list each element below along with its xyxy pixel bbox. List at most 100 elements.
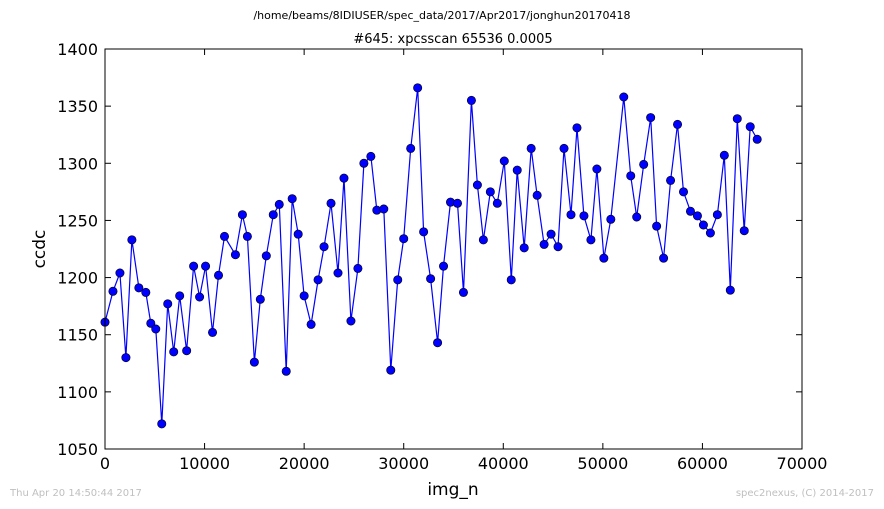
- data-point: [326, 198, 336, 208]
- x-tick-label: 0: [100, 454, 110, 473]
- data-point: [175, 291, 185, 301]
- data-point: [572, 123, 582, 133]
- data-point: [492, 198, 502, 208]
- data-point: [539, 239, 549, 249]
- data-point: [546, 229, 556, 239]
- data-point: [293, 229, 303, 239]
- y-tick-label: 1250: [57, 211, 98, 230]
- data-point: [586, 235, 596, 245]
- data-point: [646, 113, 656, 123]
- data-point: [439, 261, 449, 271]
- data-point: [141, 287, 151, 297]
- data-point: [359, 158, 369, 168]
- data-point: [406, 143, 416, 153]
- data-point: [287, 194, 297, 204]
- data-point: [719, 150, 729, 160]
- data-point: [281, 366, 291, 376]
- data-point: [512, 165, 522, 175]
- data-point: [413, 83, 423, 93]
- data-point: [659, 253, 669, 263]
- data-point: [346, 316, 356, 326]
- data-point: [452, 198, 462, 208]
- data-point: [127, 235, 137, 245]
- data-point: [673, 119, 683, 129]
- data-point: [121, 353, 131, 363]
- data-point: [208, 327, 218, 337]
- y-tick-label: 1400: [57, 40, 98, 59]
- data-point: [692, 211, 702, 221]
- data-point: [532, 190, 542, 200]
- timestamp-footer: Thu Apr 20 14:50:44 2017: [10, 488, 142, 499]
- data-point: [151, 324, 161, 334]
- y-axis-label: ccdc: [30, 230, 50, 269]
- data-point: [386, 365, 396, 375]
- data-point: [182, 346, 192, 356]
- x-tick-label: 60000: [677, 454, 728, 473]
- credit-footer: spec2nexus, (C) 2014-2017: [735, 488, 874, 499]
- data-point: [472, 180, 482, 190]
- data-point: [426, 274, 436, 284]
- data-point: [705, 228, 715, 238]
- chart-title: #645: xpcsscan 65536 0.0005: [353, 32, 552, 47]
- data-point: [249, 357, 259, 367]
- data-point: [379, 204, 389, 214]
- data-point: [313, 275, 323, 285]
- series-line: [104, 87, 758, 424]
- data-point: [366, 151, 376, 161]
- data-point: [566, 210, 576, 220]
- data-point: [485, 187, 495, 197]
- data-point: [553, 242, 563, 252]
- data-point: [274, 199, 284, 209]
- data-point: [219, 231, 229, 241]
- data-point: [134, 283, 144, 293]
- x-tick-label: 20000: [279, 454, 330, 473]
- data-point: [478, 235, 488, 245]
- data-point: [519, 243, 529, 253]
- data-point: [619, 92, 629, 102]
- data-point: [632, 212, 642, 222]
- data-point: [739, 226, 749, 236]
- x-tick-label: 40000: [478, 454, 529, 473]
- data-point: [242, 231, 252, 241]
- data-point: [499, 156, 509, 166]
- data-point: [353, 263, 363, 273]
- plot-frame: [104, 48, 803, 450]
- data-point: [745, 122, 755, 132]
- data-point: [306, 319, 316, 329]
- data-point: [163, 299, 173, 309]
- data-point: [261, 251, 271, 261]
- data-point: [214, 270, 224, 280]
- data-point: [458, 287, 468, 297]
- data-point: [626, 171, 636, 181]
- data-point: [157, 419, 167, 429]
- data-point: [466, 95, 476, 105]
- x-tick-label: 70000: [777, 454, 828, 473]
- data-point: [393, 275, 403, 285]
- data-point: [698, 220, 708, 230]
- data-point: [268, 210, 278, 220]
- data-point: [606, 214, 616, 224]
- data-point: [201, 261, 211, 271]
- data-point: [108, 286, 118, 296]
- data-point: [339, 173, 349, 183]
- data-point: [237, 210, 247, 220]
- y-tick-label: 1200: [57, 269, 98, 288]
- data-point: [399, 234, 409, 244]
- y-tick-label: 1300: [57, 154, 98, 173]
- data-point: [419, 227, 429, 237]
- y-tick-label: 1350: [57, 97, 98, 116]
- data-point: [319, 242, 329, 252]
- y-tick-label: 1150: [57, 326, 98, 345]
- data-point: [592, 164, 602, 174]
- x-tick-label: 50000: [577, 454, 628, 473]
- data-point: [230, 250, 240, 260]
- data-point: [146, 318, 156, 328]
- file-path-title: /home/beams/8IDIUSER/spec_data/2017/Apr2…: [253, 9, 631, 22]
- data-point: [725, 285, 735, 295]
- data-point: [433, 338, 443, 348]
- data-point: [195, 292, 205, 302]
- data-point: [255, 294, 265, 304]
- data-point: [652, 221, 662, 231]
- data-point: [599, 253, 609, 263]
- data-point: [526, 143, 536, 153]
